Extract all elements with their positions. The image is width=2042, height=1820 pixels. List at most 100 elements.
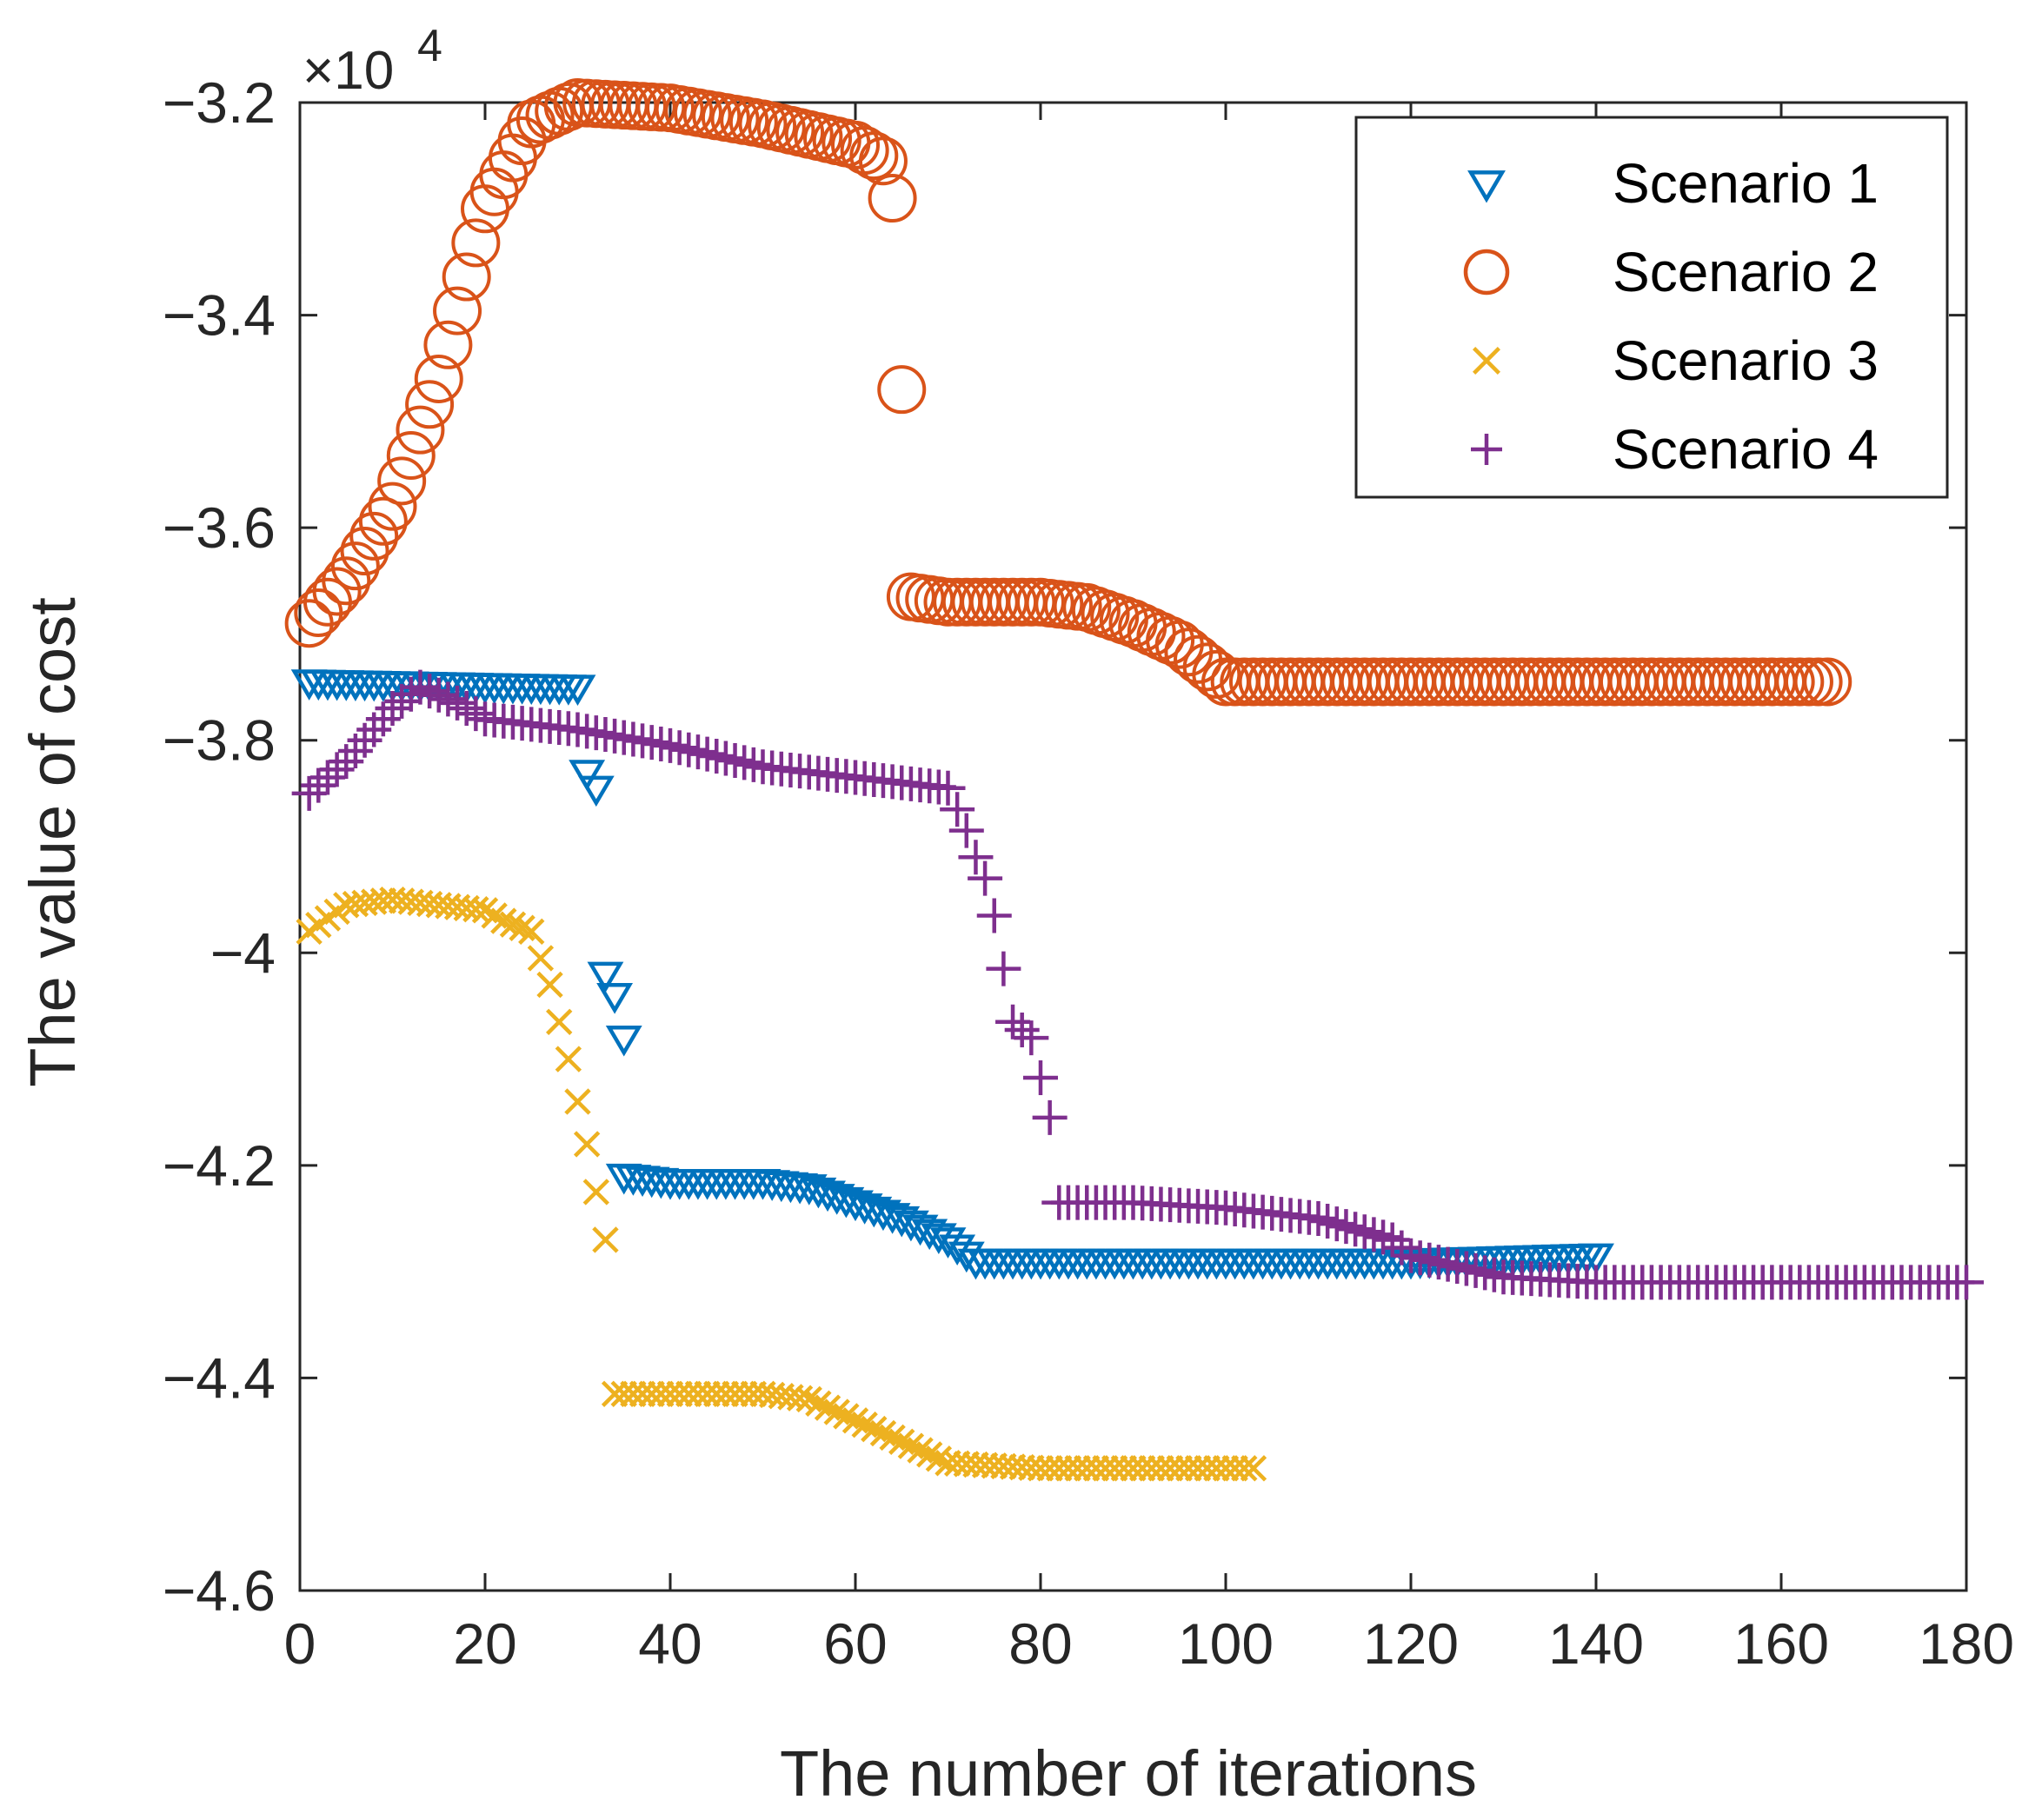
data-point — [976, 898, 1012, 933]
data-point — [462, 895, 489, 923]
data-point — [717, 742, 753, 778]
series-scenario-2 — [284, 78, 1852, 707]
data-point — [940, 792, 975, 827]
data-point — [433, 286, 482, 335]
data-point — [386, 430, 436, 480]
data-point — [358, 496, 408, 546]
data-point — [414, 354, 463, 403]
data-point — [1430, 1246, 1466, 1282]
data-point — [405, 380, 455, 429]
data-point — [1402, 1240, 1438, 1276]
data-point — [421, 677, 456, 713]
x-tick-label: 140 — [1548, 1611, 1644, 1676]
data-point — [384, 683, 420, 719]
data-point — [727, 745, 762, 780]
data-point — [440, 685, 476, 721]
data-point — [309, 760, 345, 795]
data-point — [680, 734, 715, 770]
series-scenario-1 — [290, 669, 1614, 1280]
data-point — [1467, 1255, 1503, 1291]
data-point — [1766, 657, 1815, 707]
data-point — [699, 739, 735, 774]
data-point — [396, 405, 445, 455]
data-point — [377, 456, 427, 506]
data-point — [735, 747, 771, 782]
data-point — [858, 136, 908, 186]
data-point — [1240, 1455, 1267, 1482]
data-point — [1300, 1201, 1336, 1236]
x-tick-label: 0 — [284, 1611, 316, 1676]
data-point — [1393, 1238, 1428, 1273]
y-axis-title: The value of cost — [17, 597, 89, 1087]
data-point — [1458, 1252, 1493, 1288]
legend-item: Scenario 2 — [1463, 241, 1879, 303]
legend-label: Scenario 3 — [1613, 329, 1879, 392]
data-point — [349, 511, 399, 561]
data-point — [986, 951, 1021, 986]
data-point — [509, 914, 535, 941]
data-point — [671, 732, 707, 767]
data-point — [412, 674, 448, 709]
data-point — [1182, 642, 1232, 692]
y-tick-label: −4.2 — [163, 1133, 276, 1198]
data-point — [1775, 657, 1825, 707]
y-tick-label: −3.8 — [163, 708, 276, 773]
data-point — [1004, 1012, 1040, 1047]
data-point — [1347, 1214, 1382, 1250]
axis-ticks: 0 20 40 60 80 100 120 140 160 180 −4.6 −4.4 −4.2 −4 −3… — [163, 70, 2014, 1676]
data-point — [322, 556, 371, 606]
legend-item: Scenario 3 — [1473, 329, 1879, 392]
y-exponent-label: ×10 — [303, 41, 394, 101]
data-point — [301, 767, 336, 803]
data-point — [451, 218, 501, 268]
legend-label: Scenario 2 — [1613, 241, 1879, 303]
data-point — [1793, 657, 1843, 707]
data-point — [662, 730, 697, 766]
y-exponent-power: 4 — [417, 21, 442, 71]
data-point — [1473, 347, 1500, 375]
data-point — [340, 527, 389, 576]
data-point — [1784, 657, 1833, 707]
data-point — [559, 674, 596, 707]
y-tick-label: −3.6 — [163, 495, 276, 560]
data-series — [284, 78, 1984, 1482]
data-point — [1014, 1020, 1049, 1056]
data-point — [1803, 657, 1852, 707]
data-point — [868, 174, 917, 223]
data-point — [1374, 1222, 1410, 1258]
y-tick-label: −3.4 — [163, 283, 276, 348]
data-point — [1440, 1249, 1475, 1285]
data-point — [1463, 249, 1510, 296]
data-point — [1231, 1455, 1258, 1482]
series-scenario-3 — [296, 886, 1267, 1482]
x-tick-label: 40 — [638, 1611, 702, 1676]
data-point — [592, 1226, 619, 1253]
y-tick-label: −3.2 — [163, 70, 276, 135]
data-point — [375, 691, 410, 727]
data-point — [1032, 1099, 1068, 1135]
data-point — [1949, 1265, 1984, 1300]
data-point — [423, 320, 473, 369]
data-point — [312, 567, 362, 616]
data-point — [849, 131, 899, 181]
data-point — [1310, 1204, 1346, 1239]
y-tick-label: −4.4 — [163, 1345, 276, 1410]
data-point — [536, 971, 563, 999]
data-point — [1023, 1059, 1058, 1095]
legend-label: Scenario 4 — [1613, 418, 1879, 481]
data-point — [948, 813, 984, 848]
data-point — [605, 1025, 642, 1057]
data-point — [499, 911, 527, 938]
data-point — [689, 736, 725, 772]
x-tick-label: 20 — [453, 1611, 516, 1676]
x-tick-label: 180 — [1919, 1611, 2014, 1676]
data-point — [1319, 1206, 1354, 1242]
legend-box — [1354, 116, 1949, 499]
data-point — [1412, 1242, 1447, 1278]
data-point — [1356, 1217, 1392, 1252]
data-point — [1420, 1245, 1456, 1280]
data-point — [449, 691, 484, 727]
data-point — [958, 840, 994, 875]
x-tick-label: 160 — [1733, 1611, 1829, 1676]
data-point — [1476, 1257, 1512, 1292]
